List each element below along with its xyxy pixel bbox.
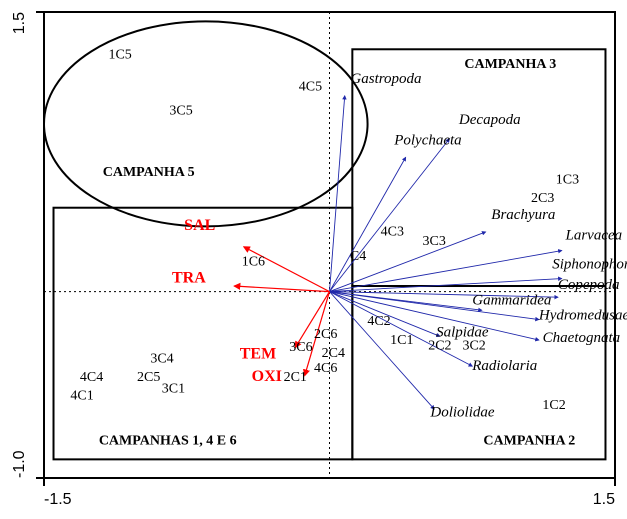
taxa-label: Larvacea [565,227,623,243]
sample-point: 2C2 [428,338,451,353]
sample-point: 2C6 [314,327,337,342]
taxa-label: Gastropoda [350,71,421,87]
env-label: SAL [184,217,215,234]
taxa-label: Siphonophorae [552,256,627,272]
group-label: CAMPANHA 5 [103,165,195,180]
sample-point: 1C3 [556,172,579,187]
y-tick-label: -1.0 [11,450,28,478]
sample-point: 1C1 [390,333,413,348]
sample-point: 1C5 [108,48,131,63]
sample-point: 3C4 [150,351,173,366]
sample-point: 4C1 [70,389,93,404]
sample-point: 3C3 [423,234,446,249]
plot-svg: CAMPANHA 3 CAMPANHA 2 CAMPANHAS 1, 4 E 6 CA… [0,0,627,519]
ordination-chart: CAMPANHA 3 CAMPANHA 2 CAMPANHAS 1, 4 E 6 CA… [0,0,627,519]
group-label: CAMPANHAS 1, 4 E 6 [99,433,237,448]
sample-point: 1C6 [242,255,265,270]
y-tick-label: 1.5 [11,12,28,34]
taxa-label: Polychaeta [393,132,461,148]
sample-point: 1C2 [542,398,565,413]
sample-point: 2C5 [137,370,160,385]
sample-point: 4C2 [367,314,390,329]
env-label: OXI [252,368,282,385]
taxa-label: Gammaridea [472,293,551,309]
group-label: CAMPANHA 2 [483,433,575,448]
env-label: TEM [240,346,276,363]
x-tick-label: -1.5 [44,491,72,508]
sample-point: 2C1 [284,370,307,385]
sample-point: 2C3 [531,191,554,206]
taxa-label: Brachyura [491,207,555,223]
taxa-label: Copepoda [558,277,620,293]
env-label: TRA [172,269,206,286]
sample-point: 4C6 [314,361,337,376]
sample-point: 3C5 [169,104,192,119]
group-label: CAMPANHA 3 [464,57,556,72]
sample-point: 3C6 [289,340,312,355]
taxa-label: Hydromedusae [538,308,627,324]
sample-point: 2C4 [322,346,345,361]
sample-point: 4C5 [299,79,322,94]
taxa-label: Decapoda [458,112,521,128]
sample-point: 3C2 [462,338,485,353]
sample-point: 3C1 [162,381,185,396]
taxa-label: Chaetognata [543,330,621,346]
sample-point: 4C3 [381,225,404,240]
taxa-label: Doliolidae [429,404,495,420]
sample-point: 4C4 [80,370,103,385]
taxa-label: Radiolaria [471,358,537,374]
sample-point: C4 [350,249,366,264]
x-tick-label: 1.5 [593,491,615,508]
